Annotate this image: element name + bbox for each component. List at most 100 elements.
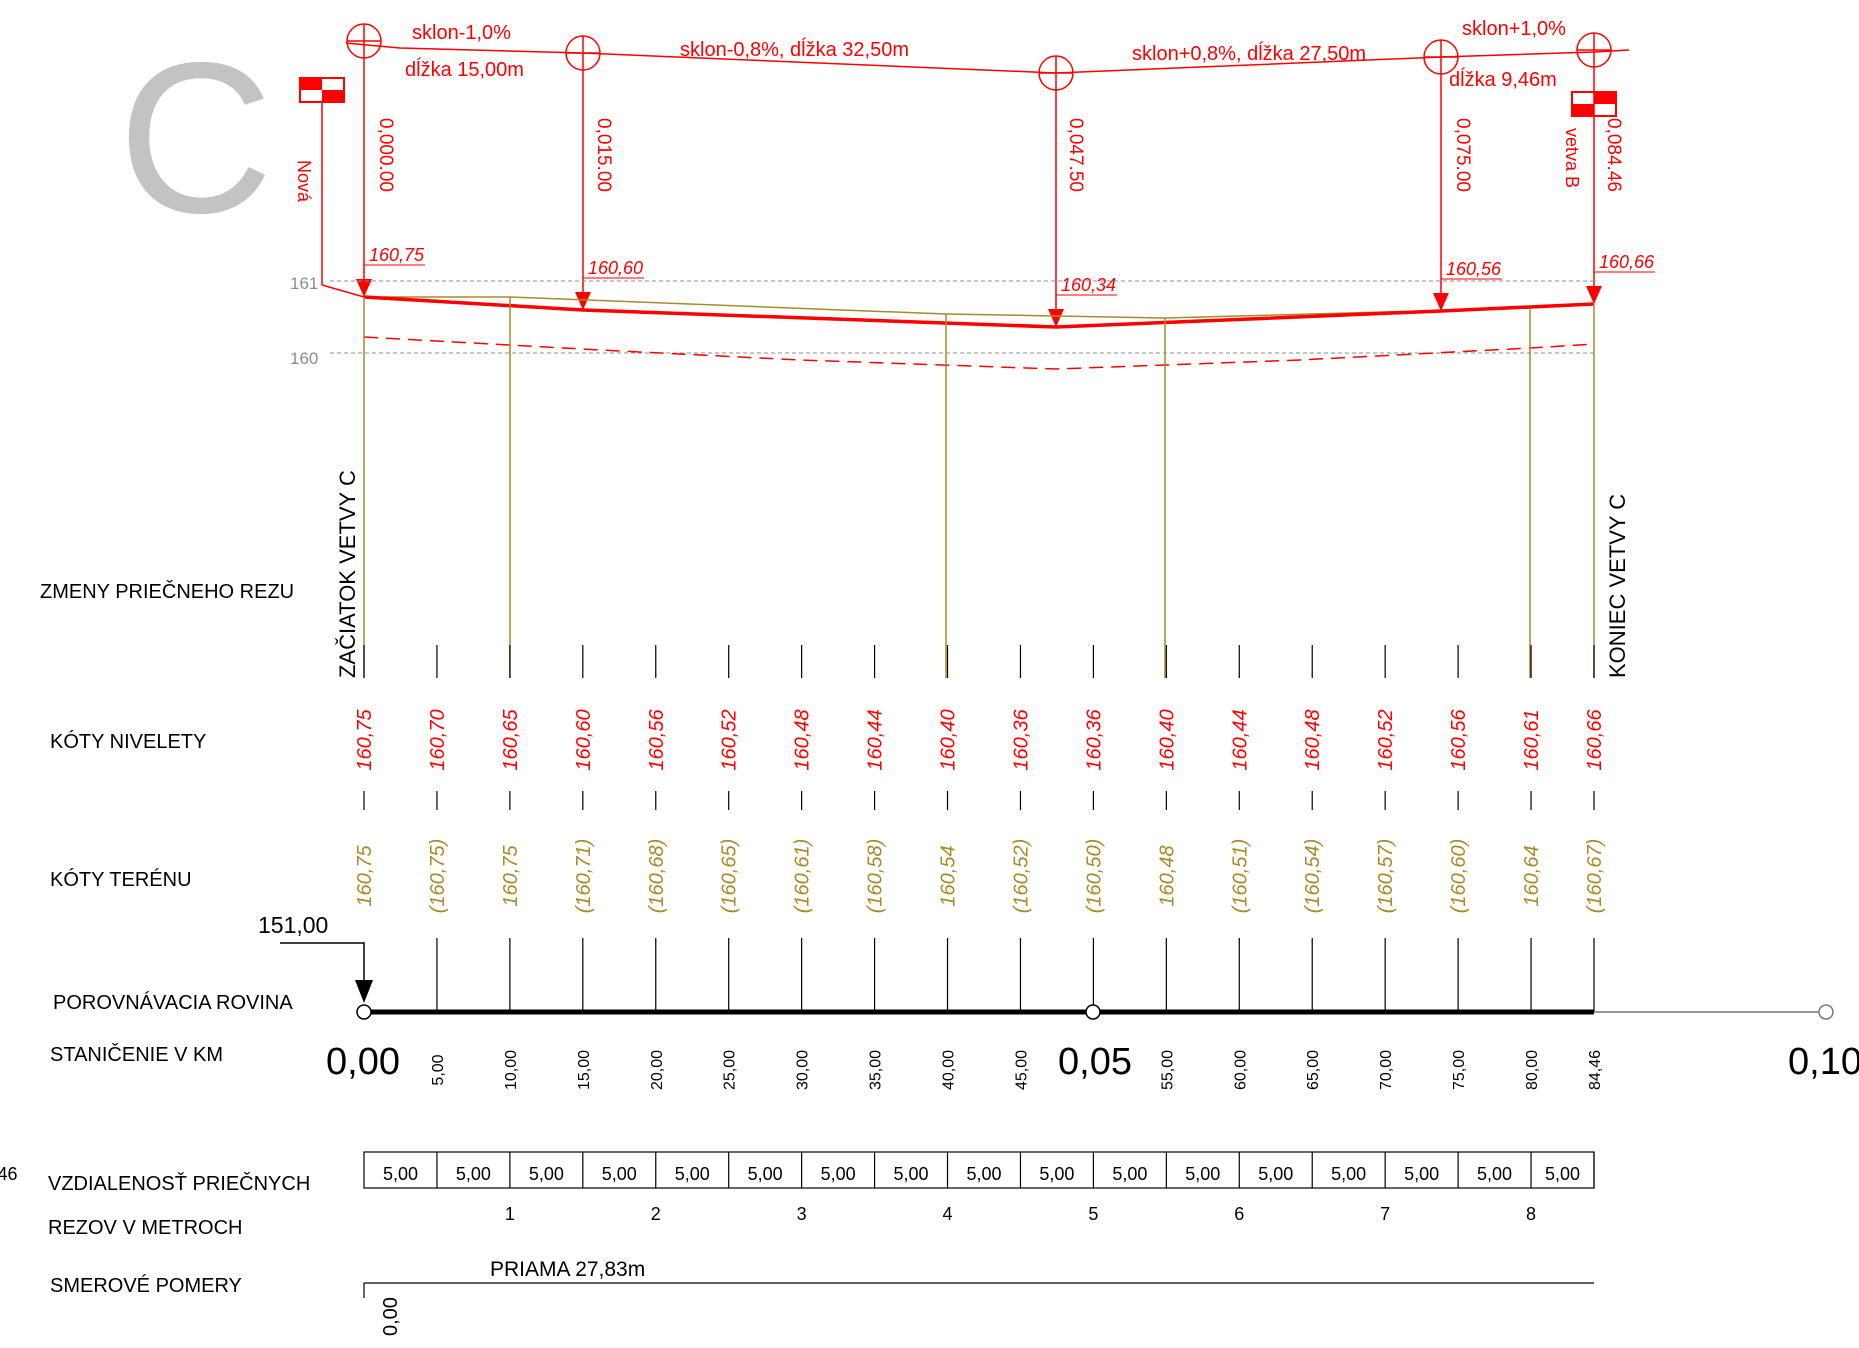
vertex-elevation-label: 160,56 xyxy=(1446,259,1502,279)
vertex-station-label: 0,000.00 xyxy=(375,118,396,192)
km-label-0: 0,00 xyxy=(326,1041,400,1083)
distance-cell: 5,00 xyxy=(675,1164,710,1184)
section-number: 6 xyxy=(1234,1204,1244,1224)
terrain-value: (160,50) xyxy=(1083,839,1105,914)
km-marker-005-icon xyxy=(1085,1004,1101,1020)
vertex-arrow-icon xyxy=(356,279,372,297)
station-label: 45,00 xyxy=(1013,1050,1030,1090)
grade-value: 160,40 xyxy=(1156,709,1178,770)
terrain-value: 160,64 xyxy=(1521,845,1543,906)
distance-cell: 5,00 xyxy=(894,1164,929,1184)
grade-value: 160,36 xyxy=(1083,709,1105,771)
grade-value: 160,56 xyxy=(646,709,668,771)
row-label-datum: POROVNÁVACIA ROVINA xyxy=(53,991,293,1014)
vertex-arrow-icon xyxy=(1048,309,1064,327)
vertex-station-label: 0,084.46 xyxy=(1603,118,1624,192)
tangent-polygon-line xyxy=(345,42,1630,74)
vertex-station-label: 0,015.00 xyxy=(593,118,614,192)
terrain-value: (160,65) xyxy=(719,839,741,914)
grade-value: 160,52 xyxy=(1375,709,1397,770)
vertex-station-label: 0,047.50 xyxy=(1065,118,1086,192)
distance-cell: 5,00 xyxy=(1477,1164,1512,1184)
station-label: 10,00 xyxy=(503,1050,520,1090)
station-columns: 160,75 160,75 160,70 (160,75) 160,65 160,75 16… xyxy=(354,645,1606,1090)
slope-label-1b: dĺžka 15,00m xyxy=(405,57,524,81)
slope-label-4a: sklon+1,0% xyxy=(1462,18,1566,40)
terrain-value: 160,54 xyxy=(938,845,960,906)
station-label: 55,00 xyxy=(1159,1050,1176,1090)
vertex-elevation-label: 160,75 xyxy=(369,245,425,265)
datum-leader xyxy=(280,942,365,980)
station-label: 15,00 xyxy=(576,1050,593,1090)
grade-value: 160,75 xyxy=(354,709,376,771)
station-label: 65,00 xyxy=(1305,1050,1322,1090)
distance-cell: 4,46 xyxy=(0,1164,18,1184)
slope-label-1a: sklon-1,0% xyxy=(412,22,511,44)
station-label: 20,00 xyxy=(649,1050,666,1090)
distance-cell: 5,00 xyxy=(966,1164,1001,1184)
vertex-elevation-label: 160,34 xyxy=(1061,275,1116,295)
distance-cell: 5,00 xyxy=(383,1164,418,1184)
datum-arrow-icon xyxy=(355,980,373,1003)
section-number: 5 xyxy=(1088,1204,1098,1224)
vertex-elevation-label: 160,66 xyxy=(1599,252,1655,272)
station-label: 25,00 xyxy=(722,1050,739,1090)
terrain-value: 160,48 xyxy=(1156,845,1178,906)
terrain-value: 160,75 xyxy=(354,845,376,907)
station-label: 70,00 xyxy=(1378,1050,1395,1090)
vertex-arrow-icon xyxy=(1586,286,1602,304)
row-label-distance-2: REZOV V METROCH xyxy=(48,1217,242,1239)
section-number: 4 xyxy=(943,1204,953,1224)
station-label: 5,00 xyxy=(430,1054,447,1085)
station-label: 75,00 xyxy=(1451,1050,1468,1090)
distance-cell: 5,00 xyxy=(748,1164,783,1184)
distance-cell: 5,00 xyxy=(602,1164,637,1184)
start-flag-icon xyxy=(299,77,365,298)
branch-end-label: KONIEC VETVY C xyxy=(1605,494,1630,678)
station-label: 60,00 xyxy=(1232,1050,1249,1090)
vertex-arrow-icon xyxy=(575,292,591,310)
km-marker-0-icon xyxy=(356,1004,372,1020)
station-label: 35,00 xyxy=(868,1050,885,1090)
vertex-station-label: 0,075.00 xyxy=(1452,118,1473,192)
distance-cell: 5,00 xyxy=(529,1164,564,1184)
distance-cell: 5,00 xyxy=(1258,1164,1293,1184)
vertex-arrow-icon xyxy=(1433,293,1449,311)
distance-cell: 5,00 xyxy=(1331,1164,1366,1184)
grade-value: 160,36 xyxy=(1010,709,1032,771)
station-label: 80,00 xyxy=(1524,1050,1541,1090)
grade-value: 160,65 xyxy=(500,709,522,771)
grade-value: 160,70 xyxy=(427,709,449,770)
station-label: 84,46 xyxy=(1587,1050,1604,1090)
row-label-grade: KÓTY NIVELETY xyxy=(50,730,206,753)
alignment-text: PRIAMA 27,83m xyxy=(490,1258,645,1281)
slope-label-4b: dĺžka 9,46m xyxy=(1449,67,1557,91)
km-marker-010-icon xyxy=(1818,1004,1834,1020)
grade-value: 160,48 xyxy=(792,709,814,770)
terrain-value: (160,71) xyxy=(573,839,595,914)
vertex-markers: 0,000.00 160,75 0,015.00 160,60 0,047.50 160,… xyxy=(346,23,1655,327)
terrain-value: (160,54) xyxy=(1302,839,1324,914)
distance-cell: 5,00 xyxy=(1112,1164,1147,1184)
terrain-value: (160,61) xyxy=(792,839,814,914)
terrain-value: (160,75) xyxy=(427,839,449,914)
row-label-cross-section: ZMENY PRIEČNEHO REZU xyxy=(40,580,294,603)
distance-cell: 5,00 xyxy=(821,1164,856,1184)
terrain-value: (160,57) xyxy=(1375,839,1397,914)
distance-cell: 5,00 xyxy=(1404,1164,1439,1184)
grade-value: 160,61 xyxy=(1521,709,1543,770)
terrain-value: (160,67) xyxy=(1584,839,1606,914)
grade-value: 160,52 xyxy=(719,709,741,770)
grade-value: 160,60 xyxy=(573,709,595,770)
terrain-value: 160,75 xyxy=(500,845,522,907)
branch-start-label: ZAČIATOK VETVY C xyxy=(335,470,360,678)
section-number: 8 xyxy=(1526,1204,1536,1224)
slope-label-3: sklon+0,8%, dĺžka 27,50m xyxy=(1132,41,1366,65)
elev-tick-160: 160 xyxy=(290,349,318,368)
row-label-terrain: KÓTY TERÉNU xyxy=(50,868,192,891)
section-number: 2 xyxy=(651,1204,661,1224)
terrain-value: (160,58) xyxy=(865,839,887,914)
distance-cell: 5,00 xyxy=(1545,1164,1580,1184)
grade-value: 160,44 xyxy=(865,709,887,770)
